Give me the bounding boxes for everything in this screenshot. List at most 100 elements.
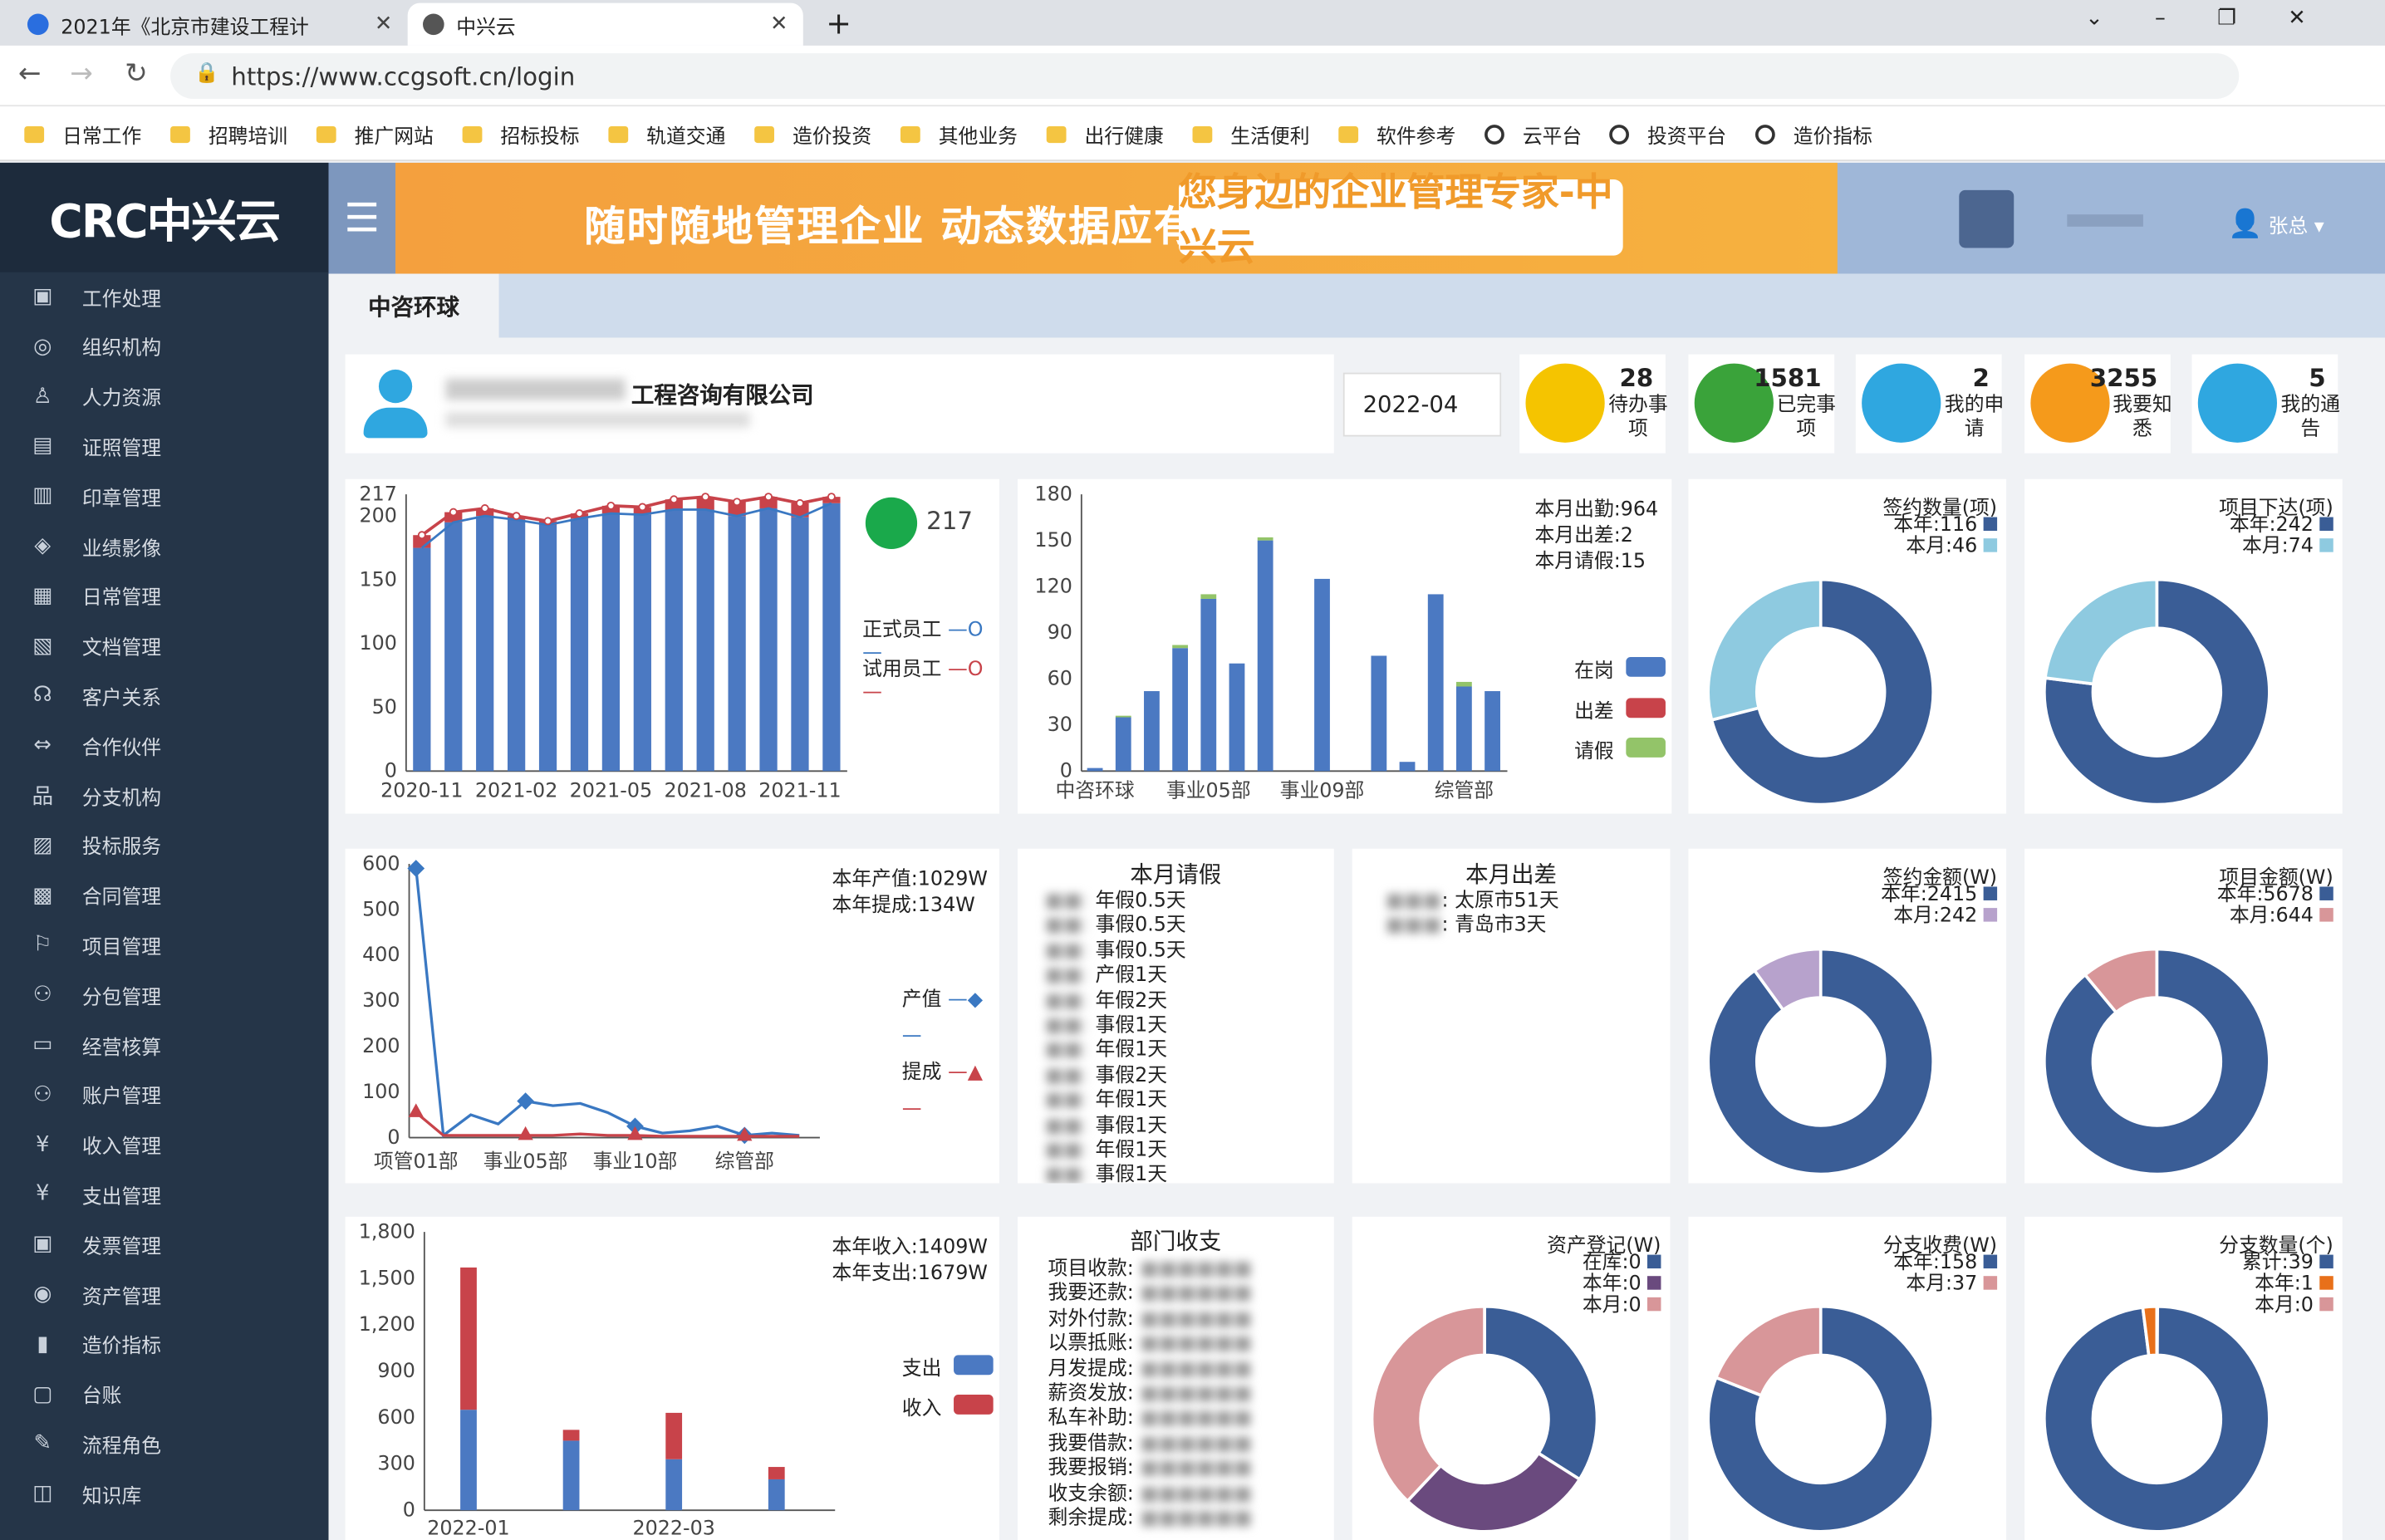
sidebar-item-label: 资产管理 — [81, 1286, 162, 1309]
sidebar-item[interactable]: ▮ 造价指标 — [0, 1323, 328, 1366]
x-tick-label: 2021-11 — [758, 778, 841, 802]
bookmark[interactable]: 其他业务 — [900, 120, 1018, 149]
bookmark[interactable]: 云平台 — [1484, 120, 1582, 149]
sidebar-item[interactable]: ☊ 客户关系 — [0, 674, 328, 717]
stat-label: 我的通告 — [2280, 394, 2340, 441]
sidebar-item[interactable]: ¥ 收入管理 — [0, 1123, 328, 1165]
stat-card[interactable]: 2 我的申请 — [1855, 354, 2004, 454]
avatar[interactable] — [1959, 189, 2014, 248]
y-tick-label: 150 — [1034, 528, 1072, 552]
folder-icon — [900, 125, 920, 144]
point — [626, 1117, 644, 1135]
stat-card[interactable]: 5 我的通告 — [2191, 354, 2340, 454]
window-controls[interactable]: ⌄–❐✕ — [2085, 6, 2358, 31]
donut-legend: 本月:242 — [1893, 905, 1998, 928]
bar — [1399, 762, 1416, 772]
sidebar-item[interactable]: ⇔ 合作伙伴 — [0, 724, 328, 767]
stat-card[interactable]: 1581 已完事项 — [1687, 354, 1836, 454]
url-input[interactable]: https://www.ccgsoft.cn/login — [170, 53, 2240, 100]
series-line — [420, 502, 832, 549]
user-menu[interactable]: 👤 张总 ▾ — [2227, 208, 2324, 241]
leave-row: ■■: 年假0.5天 — [1044, 890, 1186, 913]
sidebar-item-icon: ▭ — [32, 1032, 53, 1057]
sidebar-item-icon: ▣ — [32, 1232, 53, 1257]
bar — [444, 522, 463, 772]
sidebar-item[interactable]: ⚐ 项目管理 — [0, 924, 328, 966]
tab-home[interactable]: 中咨环球 — [328, 273, 499, 338]
sidebar-item-label: 支出管理 — [81, 1185, 162, 1209]
bar — [508, 519, 526, 772]
bookmark[interactable]: 招标投标 — [462, 120, 580, 149]
sidebar-item-icon: ▧ — [32, 633, 53, 659]
series-line — [415, 1111, 800, 1138]
sidebar-item[interactable]: ▣ 工作处理 — [0, 275, 328, 317]
bookmark[interactable]: 出行健康 — [1046, 120, 1164, 149]
bookmark[interactable]: 推广网站 — [316, 120, 434, 149]
sidebar-item-icon: ▢ — [32, 1381, 53, 1406]
close-icon[interactable]: ✕ — [374, 12, 393, 37]
sidebar-item[interactable]: ♙ 人力资源 — [0, 375, 328, 418]
sidebar-item[interactable]: ◎ 组织机构 — [0, 325, 328, 367]
output-legend: 产值 —◆— 提成 —▲— — [901, 988, 984, 1121]
bar — [728, 502, 746, 517]
y-tick-label: 200 — [359, 504, 396, 527]
sidebar-item[interactable]: ⚇ 分包管理 — [0, 974, 328, 1016]
sidebar-item[interactable]: ◉ 资产管理 — [0, 1273, 328, 1316]
bookmark[interactable]: 生活便利 — [1192, 120, 1310, 149]
sidebar-item[interactable]: ◫ 知识库 — [0, 1473, 328, 1515]
back-icon[interactable]: ← — [17, 57, 42, 91]
sidebar-item-label: 日常管理 — [81, 587, 162, 611]
dept-row: 我要报销: ■■■■■■ — [1048, 1457, 1253, 1481]
donut-legend: 本年:2415 — [1881, 885, 1998, 907]
donut-legend: 本月:0 — [2255, 1295, 2333, 1317]
y-tick-label: 200 — [362, 1034, 400, 1057]
bookmark[interactable]: 招聘培训 — [170, 120, 287, 149]
sidebar-item[interactable]: ▣ 发票管理 — [0, 1223, 328, 1265]
new-tab-icon[interactable]: + — [826, 4, 851, 42]
bookmark[interactable]: 日常工作 — [24, 120, 141, 149]
sidebar-item[interactable]: ◈ 业绩影像 — [0, 525, 328, 567]
sidebar-item[interactable]: ▩ 合同管理 — [0, 874, 328, 916]
stat-card[interactable]: 28 待办事项 — [1519, 354, 1668, 454]
sidebar-item-label: 合同管理 — [81, 886, 162, 910]
bookmark[interactable]: 造价指标 — [1754, 120, 1872, 149]
leave-title: 本月请假 — [1130, 861, 1222, 889]
bookmark[interactable]: 轨道交通 — [608, 120, 725, 149]
sidebar-item[interactable]: 品 分支机构 — [0, 774, 328, 817]
point — [733, 498, 742, 507]
sidebar-item[interactable]: ✎ 流程角色 — [0, 1423, 328, 1465]
close-icon[interactable]: ✕ — [769, 12, 788, 37]
bookmark[interactable]: 投资平台 — [1609, 120, 1726, 149]
menu-toggle-icon[interactable]: ☰ — [328, 162, 396, 274]
bookmark[interactable]: 软件参考 — [1338, 120, 1455, 149]
sidebar-item-icon: ♙ — [32, 384, 52, 409]
x-tick-label: 事业05部 — [1166, 778, 1251, 802]
y-tick-label: 600 — [362, 851, 400, 875]
sidebar-item[interactable]: ▭ 经营核算 — [0, 1023, 328, 1066]
y-tick-label: 900 — [377, 1359, 415, 1382]
y-tick-label: 120 — [1034, 574, 1072, 597]
sidebar-item[interactable]: ▧ 文档管理 — [0, 625, 328, 667]
sidebar-item-icon: ◎ — [33, 334, 52, 359]
stat-label: 待办事项 — [1608, 394, 1668, 441]
y-tick-label: 0 — [403, 1498, 415, 1522]
sidebar-item[interactable]: ¥ 支出管理 — [0, 1173, 328, 1215]
month-picker[interactable]: 2022-04 — [1342, 372, 1502, 437]
sidebar-item[interactable]: ▤ 证照管理 — [0, 425, 328, 468]
donut-legend: 本年:0 — [1583, 1273, 1661, 1296]
browser-tab[interactable]: 2021年《北京市建设工程计 ✕ — [12, 3, 408, 46]
bar — [601, 513, 621, 772]
browser-tab-active[interactable]: 中兴云 ✕ — [407, 2, 803, 46]
sidebar-item[interactable]: ▨ 投标服务 — [0, 824, 328, 866]
sidebar-item[interactable]: ⚇ 账户管理 — [0, 1073, 328, 1116]
donut-title: 签约数量(项) — [1882, 497, 1998, 521]
stat-card[interactable]: 3255 我要知悉 — [2024, 354, 2172, 454]
sidebar-item[interactable]: ▦ 日常管理 — [0, 575, 328, 617]
sidebar-item[interactable]: ▥ 印章管理 — [0, 475, 328, 517]
bookmark[interactable]: 造价投资 — [754, 120, 871, 149]
sidebar-item[interactable]: ▢ 台账 — [0, 1373, 328, 1415]
forward-icon[interactable]: → — [70, 57, 93, 91]
x-tick-label: 2022-03 — [632, 1516, 714, 1539]
user-icon: 👤 — [2227, 208, 2263, 241]
reload-icon[interactable]: ↻ — [125, 57, 148, 91]
